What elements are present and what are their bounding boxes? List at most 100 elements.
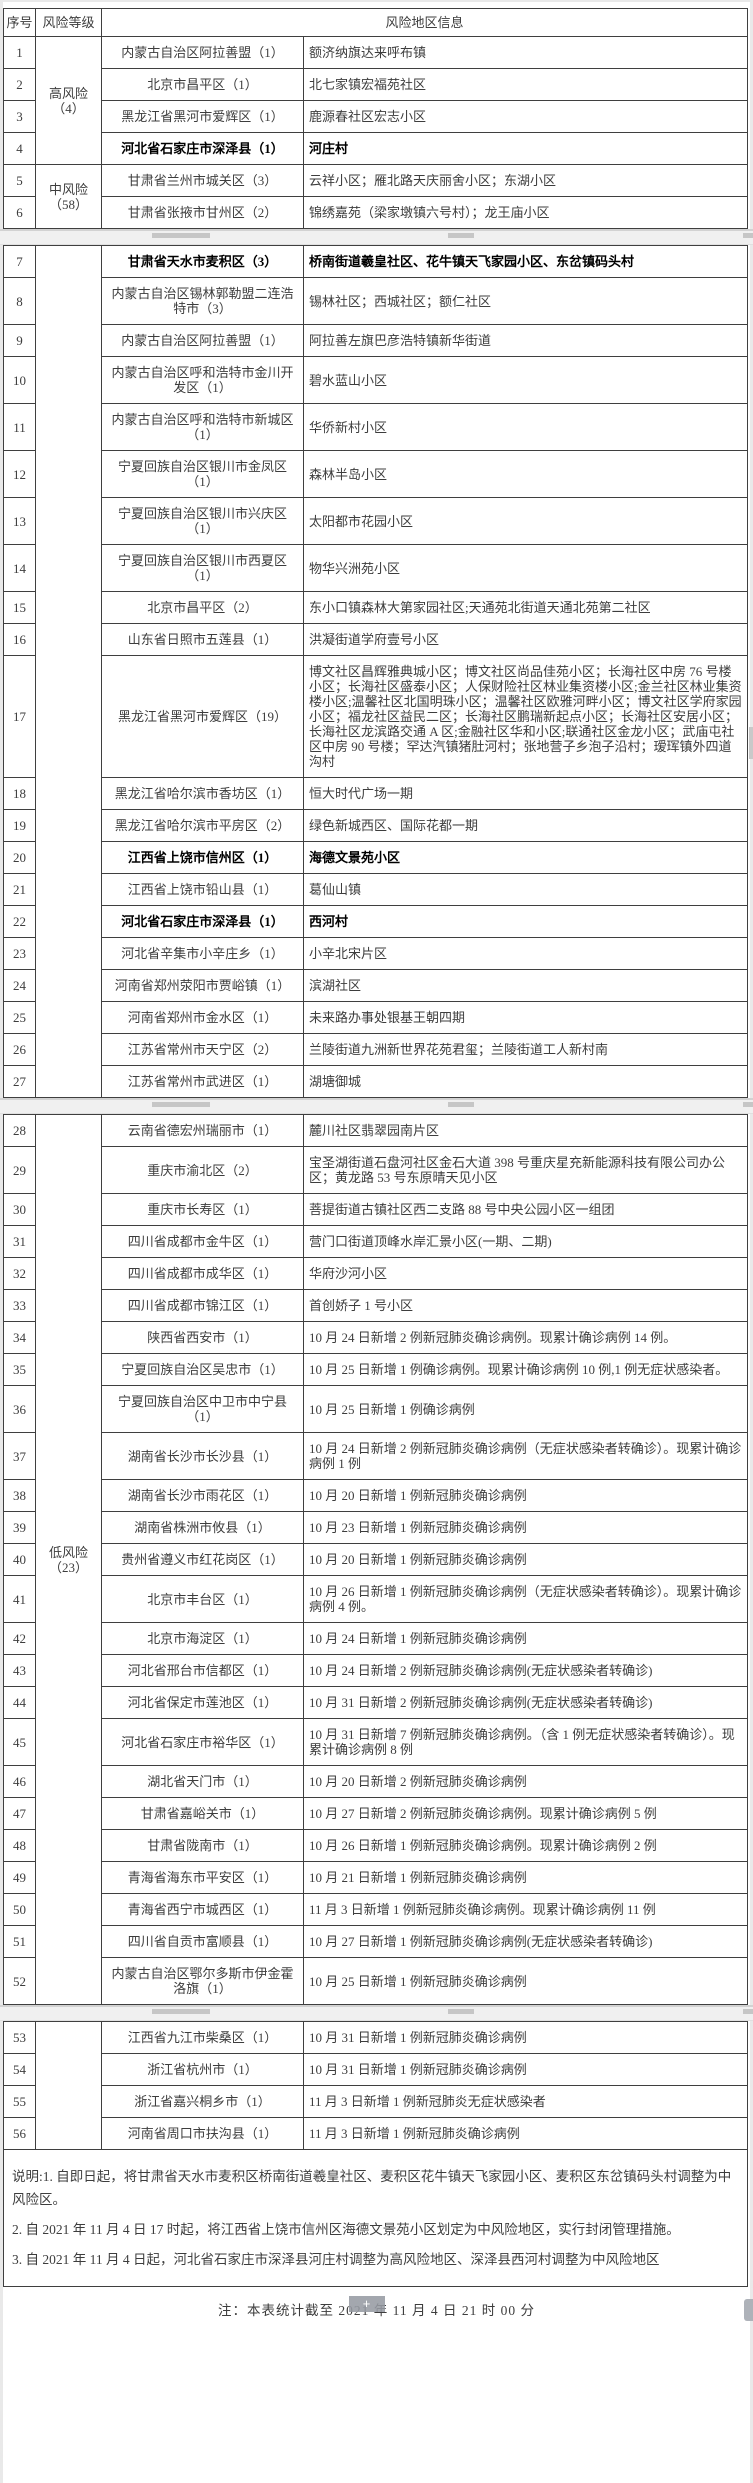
table-row: 54 浙江省杭州市（1） 10 月 31 日新增 1 例新冠肺炎确诊病例 <box>3 2053 748 2086</box>
region-name: 四川省成都市锦江区（1） <box>101 1289 304 1322</box>
region-name: 河南省郑州市金水区（1） <box>101 1001 304 1034</box>
risk-area-info: 物华兴洲苑小区 <box>303 544 748 592</box>
table-row: 22 河北省石家庄市深泽县（1） 西河村 <box>3 905 748 938</box>
row-number: 31 <box>3 1225 36 1258</box>
risk-area-info: 10 月 31 日新增 1 例新冠肺炎确诊病例 <box>303 2053 748 2086</box>
region-name: 宁夏回族自治区银川市西夏区（1） <box>101 544 304 592</box>
region-name: 江西省九江市柴桑区（1） <box>101 2021 304 2054</box>
risk-area-info: 额济纳旗达来呼布镇 <box>303 36 748 69</box>
risk-level-cell: 中风险 （58） <box>35 164 102 229</box>
page-break-mark <box>448 1102 474 1107</box>
table-row: 37 湖南省长沙市长沙县（1） 10 月 24 日新增 2 例新冠肺炎确诊病例（无症… <box>3 1432 748 1480</box>
table-row: 42 北京市海淀区（1） 10 月 24 日新增 1 例新冠肺炎确诊病例 <box>3 1622 748 1655</box>
table-row: 44 河北省保定市莲池区（1） 10 月 31 日新增 2 例新冠肺炎确诊病例(无症… <box>3 1686 748 1719</box>
row-number: 50 <box>3 1893 36 1926</box>
row-number: 39 <box>3 1511 36 1544</box>
region-name: 河北省保定市莲池区（1） <box>101 1686 304 1719</box>
table-row: 11 内蒙古自治区呼和浩特市新城区（1） 华侨新村小区 <box>3 403 748 451</box>
risk-area-info: 恒大时代广场一期 <box>303 777 748 810</box>
risk-area-info: 兰陵街道九洲新世界花苑君玺；兰陵街道工人新村南 <box>303 1033 748 1066</box>
risk-area-info: 未来路办事处银基王朝四期 <box>303 1001 748 1034</box>
region-name: 贵州省遵义市红花岗区（1） <box>101 1543 304 1576</box>
region-name: 山东省日照市五莲县（1） <box>101 623 304 656</box>
clipped-edge-widget-icon[interactable] <box>744 2299 753 2321</box>
risk-table-section-2: 7 甘肃省天水市麦积区（3） 桥南街道羲皇社区、花牛镇天飞家园小区、东岔镇码头村 8 内… <box>3 245 748 1098</box>
row-number: 34 <box>3 1321 36 1354</box>
region-name: 甘肃省陇南市（1） <box>101 1829 304 1862</box>
row-number: 19 <box>3 809 36 842</box>
risk-area-info: 小辛北宋片区 <box>303 937 748 970</box>
row-number: 37 <box>3 1432 36 1480</box>
row-number: 52 <box>3 1957 36 2005</box>
risk-table-section-4: 53 江西省九江市柴桑区（1） 10 月 31 日新增 1 例新冠肺炎确诊病例 54 浙… <box>3 2021 748 2287</box>
table-row: 49 青海省海东市平安区（1） 10 月 21 日新增 1 例新冠肺炎确诊病例 <box>3 1861 748 1894</box>
header-row: 序号 风险等级 风险地区信息 <box>3 8 748 37</box>
row-number: 51 <box>3 1925 36 1958</box>
risk-area-info: 10 月 26 日新增 1 例新冠肺炎确诊病例（无症状感染者转确诊）。现累计确诊… <box>303 1575 748 1623</box>
risk-area-info: 麓川社区翡翠园南片区 <box>303 1114 748 1147</box>
risk-area-info: 碧水蓝山小区 <box>303 356 748 404</box>
row-number: 4 <box>3 132 36 165</box>
risk-level-name: 低风险 <box>48 1544 88 1560</box>
region-name: 宁夏回族自治区吴忠市（1） <box>101 1353 304 1386</box>
table-row: 5 中风险 （58） 甘肃省兰州市城关区（3） 云祥小区；雁北路天庆丽舍小区；东湖小区 <box>3 164 748 229</box>
row-number: 27 <box>3 1065 36 1098</box>
plus-button-icon[interactable]: + <box>349 2296 385 2312</box>
table-row: 15 北京市昌平区（2） 东小口镇森林大第家园社区;天通苑北街道天通北苑第二社区 <box>3 591 748 624</box>
row-number: 42 <box>3 1622 36 1655</box>
risk-area-info: 博文社区昌辉雅典城小区；博文社区尚品佳苑小区；长海社区中房 76 号楼小区；长海… <box>303 655 748 778</box>
table-row: 56 河南省周口市扶沟县（1） 11 月 3 日新增 1 例新冠肺炎确诊病例 <box>3 2117 748 2150</box>
row-number: 43 <box>3 1654 36 1687</box>
row-number: 35 <box>3 1353 36 1386</box>
region-name: 河北省邢台市信都区（1） <box>101 1654 304 1687</box>
region-name: 黑龙江省哈尔滨市平房区（2） <box>101 809 304 842</box>
table-row: 1 高风险 （4） 内蒙古自治区阿拉善盟（1） 额济纳旗达来呼布镇 <box>3 36 748 165</box>
risk-area-info: 东小口镇森林大第家园社区;天通苑北街道天通北苑第二社区 <box>303 591 748 624</box>
row-number: 24 <box>3 969 36 1002</box>
risk-area-info: 10 月 25 日新增 1 例新冠肺炎确诊病例 <box>303 1957 748 2005</box>
risk-area-info: 阿拉善左旗巴彦浩特镇新华街道 <box>303 324 748 357</box>
region-name: 甘肃省兰州市城关区（3） <box>101 164 304 197</box>
row-number: 54 <box>3 2053 36 2086</box>
row-number: 14 <box>3 544 36 592</box>
row-number: 48 <box>3 1829 36 1862</box>
table-row: 43 河北省邢台市信都区（1） 10 月 24 日新增 2 例新冠肺炎确诊病例(无症… <box>3 1654 748 1687</box>
page-break-mark <box>152 1102 210 1107</box>
table-body-section-3: 28 低风险 （23） 云南省德宏州瑞丽市（1） 麓川社区翡翠园南片区 29 重庆市渝北区（… <box>3 1114 748 2005</box>
region-name: 北京市丰台区（1） <box>101 1575 304 1623</box>
risk-level-cell <box>35 2021 102 2150</box>
row-number: 11 <box>3 403 36 451</box>
risk-area-info: 葛仙山镇 <box>303 873 748 906</box>
scrollbar-thumb[interactable] <box>749 727 753 759</box>
risk-area-info: 10 月 31 日新增 7 例新冠肺炎确诊病例。（含 1 例无症状感染者转确诊）… <box>303 1718 748 1766</box>
table-row: 26 江苏省常州市天宁区（2） 兰陵街道九洲新世界花苑君玺；兰陵街道工人新村南 <box>3 1033 748 1066</box>
row-number: 21 <box>3 873 36 906</box>
row-number: 44 <box>3 1686 36 1719</box>
row-number: 46 <box>3 1765 36 1798</box>
risk-area-info: 西河村 <box>303 905 748 938</box>
page-break-mark <box>743 1102 753 1107</box>
header-risk-level: 风险等级 <box>35 8 102 37</box>
row-number: 25 <box>3 1001 36 1034</box>
row-number: 41 <box>3 1575 36 1623</box>
region-name: 内蒙古自治区阿拉善盟（1） <box>101 324 304 357</box>
risk-area-info: 10 月 20 日新增 1 例新冠肺炎确诊病例 <box>303 1479 748 1512</box>
region-name: 内蒙古自治区呼和浩特市新城区（1） <box>101 403 304 451</box>
region-name: 河北省石家庄市深泽县（1） <box>101 132 304 165</box>
row-number: 18 <box>3 777 36 810</box>
table-row: 9 内蒙古自治区阿拉善盟（1） 阿拉善左旗巴彦浩特镇新华街道 <box>3 324 748 357</box>
risk-area-info: 锦绣嘉苑（梁家墩镇六号村）；龙王庙小区 <box>303 196 748 229</box>
region-name: 江苏省常州市武进区（1） <box>101 1065 304 1098</box>
risk-level-cell: 低风险 （23） <box>35 1114 102 2005</box>
table-row: 4 河北省石家庄市深泽县（1） 河庄村 <box>3 132 748 165</box>
table-row: 18 黑龙江省哈尔滨市香坊区（1） 恒大时代广场一期 <box>3 777 748 810</box>
table-row: 35 宁夏回族自治区吴忠市（1） 10 月 25 日新增 1 例确诊病例。现累计确诊… <box>3 1353 748 1386</box>
header-serial-number: 序号 <box>3 8 36 37</box>
risk-area-info: 营门口街道顶峰水岸汇景小区(一期、二期) <box>303 1225 748 1258</box>
risk-area-info: 10 月 31 日新增 2 例新冠肺炎确诊病例(无症状感染者转确诊) <box>303 1686 748 1719</box>
region-name: 湖南省长沙市长沙县（1） <box>101 1432 304 1480</box>
risk-area-info: 11 月 3 日新增 1 例新冠肺炎无症状感染者 <box>303 2085 748 2118</box>
risk-area-info: 10 月 24 日新增 2 例新冠肺炎确诊病例（无症状感染者转确诊）。现累计确诊… <box>303 1432 748 1480</box>
region-name: 北京市昌平区（2） <box>101 591 304 624</box>
